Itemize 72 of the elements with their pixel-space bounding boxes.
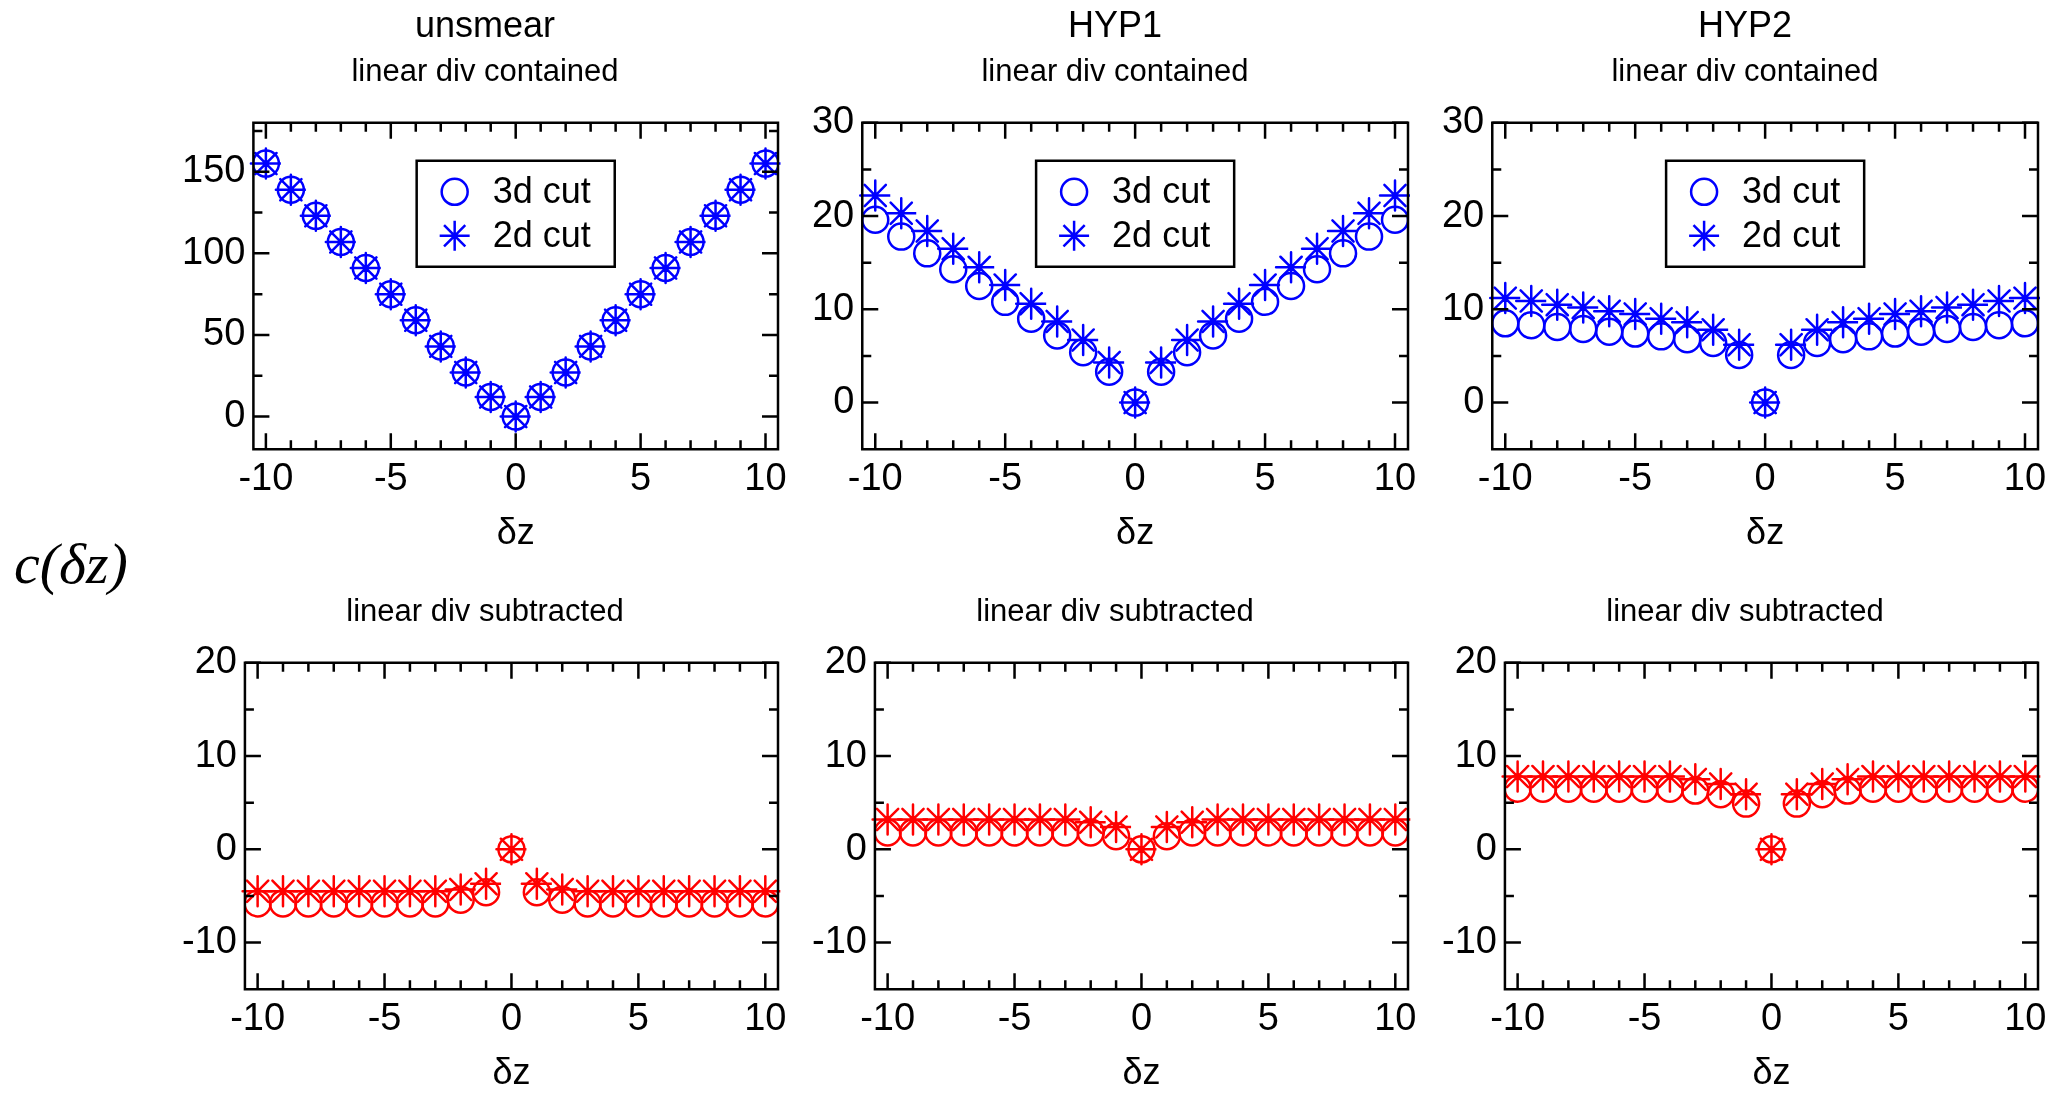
x-tick-label: 5: [1254, 456, 1276, 499]
y-tick-label: 20: [1441, 192, 1485, 235]
chart-title: unsmear: [413, 3, 557, 47]
x-tick-label: 5: [1257, 996, 1279, 1039]
y-tick-label: 10: [811, 285, 855, 328]
y-tick-label: -10: [1442, 919, 1497, 962]
x-tick-label: -10: [860, 996, 916, 1039]
x-tick-label: 5: [1887, 996, 1909, 1039]
y-tick-label: 100: [182, 229, 246, 272]
y-tick-label: 50: [203, 311, 246, 354]
y-tick-label: 10: [1454, 732, 1497, 775]
chart-subtitle: linear div contained: [1610, 52, 1880, 90]
x-axis-title: δz: [1746, 511, 1785, 553]
legend-label: 3d cut: [1112, 169, 1211, 211]
x-tick-label: 0: [1124, 456, 1146, 499]
legend-label: 2d cut: [492, 213, 591, 255]
legend-label: 3d cut: [1742, 169, 1841, 211]
x-tick-label: 5: [1884, 456, 1906, 499]
y-tick-label: 0: [224, 393, 246, 436]
x-tick-label: 0: [1130, 996, 1153, 1039]
x-tick-label: 10: [744, 996, 787, 1039]
chart-title: HYP2: [1696, 3, 1793, 47]
chart-subtitle: linear div contained: [350, 52, 620, 90]
y-tick-label: 20: [824, 639, 867, 682]
x-tick-label: -5: [367, 996, 402, 1039]
y-tick-label: 0: [1463, 379, 1485, 422]
x-axis-title: δz: [1116, 511, 1155, 553]
x-tick-label: 10: [1374, 996, 1417, 1039]
chart-title: HYP1: [1066, 3, 1163, 47]
y-tick-label: 20: [811, 192, 855, 235]
legend-label: 2d cut: [1742, 213, 1841, 255]
y-tick-label: 0: [1475, 825, 1497, 868]
x-axis-title: δz: [1752, 1051, 1791, 1093]
y-tick-label: -10: [812, 919, 867, 962]
x-tick-label: 10: [2004, 996, 2047, 1039]
y-tick-label: 20: [1454, 639, 1497, 682]
x-tick-label: -5: [1627, 996, 1662, 1039]
x-tick-label: -10: [1490, 996, 1546, 1039]
y-tick-label: 150: [182, 148, 246, 191]
legend-label: 2d cut: [1112, 213, 1211, 255]
chart-subtitle: linear div contained: [980, 52, 1250, 90]
y-tick-label: 20: [194, 639, 237, 682]
x-tick-label: 0: [1754, 456, 1776, 499]
y-tick-label: -10: [182, 919, 237, 962]
x-tick-label: 0: [505, 456, 527, 499]
x-tick-label: 0: [1760, 996, 1783, 1039]
x-tick-label: -5: [1618, 456, 1653, 499]
x-tick-label: 0: [500, 996, 523, 1039]
x-tick-label: 10: [2003, 456, 2047, 499]
x-tick-label: 5: [630, 456, 652, 499]
y-tick-label: 0: [833, 379, 855, 422]
y-tick-label: 10: [1441, 285, 1485, 328]
y-tick-label: 0: [845, 825, 867, 868]
y-tick-label: 30: [811, 99, 855, 142]
x-axis-title: δz: [1122, 1051, 1161, 1093]
legend-label: 3d cut: [492, 169, 591, 211]
y-tick-label: 0: [215, 825, 237, 868]
x-tick-label: 10: [1373, 456, 1417, 499]
chart-subtitle: linear div subtracted: [345, 592, 625, 630]
x-axis-title: δz: [496, 511, 535, 553]
x-axis-title: δz: [492, 1051, 531, 1093]
x-tick-label: 10: [744, 456, 787, 499]
chart-subtitle: linear div subtracted: [1605, 592, 1885, 630]
y-axis-title: c(δz): [14, 530, 128, 597]
chart-subtitle: linear div subtracted: [975, 592, 1255, 630]
y-tick-label: 10: [824, 732, 867, 775]
x-tick-label: 5: [627, 996, 649, 1039]
x-tick-label: -5: [997, 996, 1032, 1039]
y-tick-label: 30: [1441, 99, 1485, 142]
x-tick-label: -5: [373, 456, 408, 499]
y-tick-label: 10: [194, 732, 237, 775]
x-tick-label: -5: [988, 456, 1023, 499]
